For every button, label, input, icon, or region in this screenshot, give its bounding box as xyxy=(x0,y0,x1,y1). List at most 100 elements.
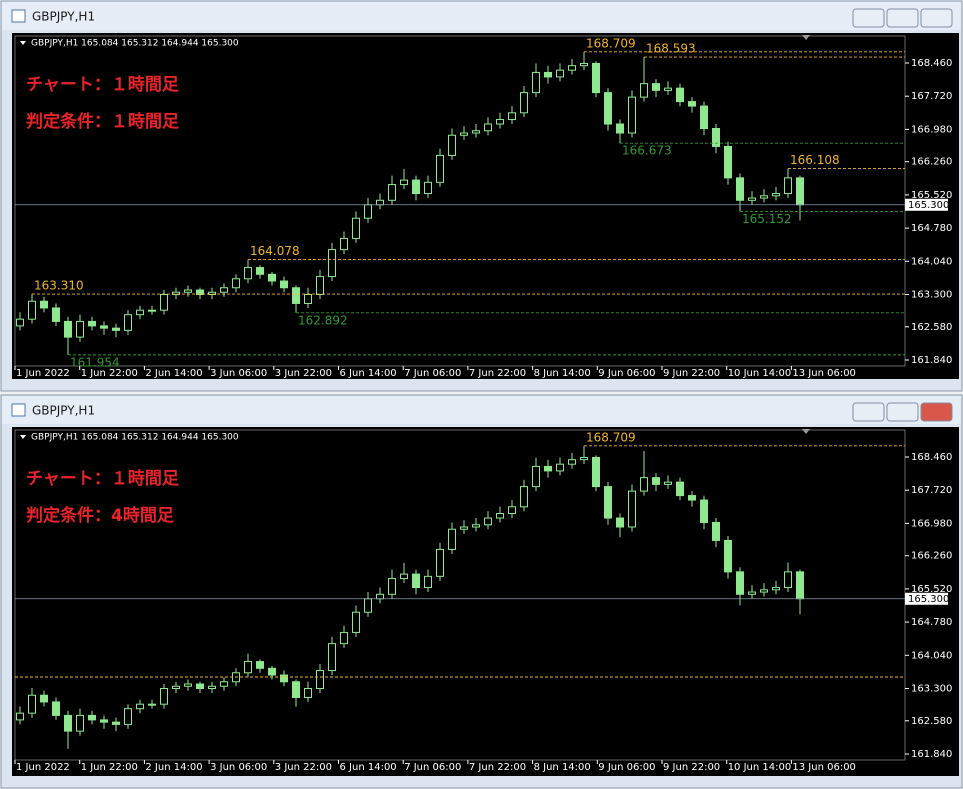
level-label: 164.078 xyxy=(250,244,300,258)
candle-body xyxy=(160,687,168,705)
y-tick-label: 162.580 xyxy=(911,716,952,727)
level-label: 166.673 xyxy=(622,144,672,158)
candle-body xyxy=(184,289,192,293)
candle-body xyxy=(148,703,156,706)
level-label: 161.954 xyxy=(70,355,120,369)
candle-body xyxy=(52,701,60,716)
candle-body xyxy=(664,87,672,91)
candle-body xyxy=(424,181,432,195)
candle-body xyxy=(292,287,300,304)
candle-body xyxy=(352,217,360,239)
note: 判定条件：4時間足 xyxy=(26,505,174,526)
candle-body xyxy=(652,477,660,485)
candle-body xyxy=(460,132,468,136)
candle-body xyxy=(520,92,528,114)
y-tick-label: 164.780 xyxy=(911,223,952,234)
candle-body xyxy=(100,719,108,723)
candle-body xyxy=(568,459,576,465)
candle-body xyxy=(760,195,768,199)
candle-body xyxy=(520,486,528,508)
candle-body xyxy=(316,670,324,689)
y-tick-label: 165.520 xyxy=(911,190,952,201)
candle-body xyxy=(388,578,396,595)
candle-body xyxy=(496,119,504,125)
chart-area xyxy=(12,427,959,776)
candle-body xyxy=(40,300,48,309)
candle-body xyxy=(40,694,48,703)
candle-body xyxy=(316,276,324,295)
chart-area xyxy=(12,33,959,379)
candle-body xyxy=(436,154,444,183)
candle-body xyxy=(64,320,72,338)
candle-body xyxy=(700,499,708,524)
x-tick-label: 3 Jun 22:00 xyxy=(275,762,332,773)
candle-body xyxy=(280,674,288,683)
candle-body xyxy=(544,465,552,472)
candle-body xyxy=(592,456,600,488)
candle-body xyxy=(796,177,804,206)
candle-body xyxy=(424,575,432,589)
x-tick-label: 6 Jun 14:00 xyxy=(340,368,397,379)
candle-body xyxy=(244,661,252,674)
y-tick-label: 164.040 xyxy=(911,650,952,661)
candle-body xyxy=(556,463,564,472)
candle-body xyxy=(160,293,168,311)
window-title: GBPJPY,H1 xyxy=(32,404,95,418)
minimize-button[interactable] xyxy=(852,8,885,28)
x-tick-label: 7 Jun 06:00 xyxy=(404,762,461,773)
candle-body xyxy=(640,83,648,98)
level-label: 165.152 xyxy=(742,212,792,226)
close-button[interactable] xyxy=(920,402,953,422)
candle-body xyxy=(412,573,420,589)
title-bar xyxy=(2,396,961,424)
candle-body xyxy=(472,524,480,528)
candle-body xyxy=(604,486,612,519)
close-button[interactable] xyxy=(920,8,953,28)
candle-body xyxy=(556,69,564,78)
candle-body xyxy=(784,571,792,589)
candle-body xyxy=(676,87,684,103)
level-label: 163.310 xyxy=(34,279,84,293)
x-tick-label: 7 Jun 22:00 xyxy=(469,762,526,773)
candle-body xyxy=(688,101,696,107)
candle-body xyxy=(28,300,36,320)
candle-body xyxy=(748,591,756,595)
restore-button[interactable] xyxy=(886,402,919,422)
restore-button[interactable] xyxy=(886,8,919,28)
candle-body xyxy=(628,96,636,134)
x-tick-label: 9 Jun 22:00 xyxy=(663,762,720,773)
candle-body xyxy=(580,456,588,461)
candle-body xyxy=(64,714,72,732)
y-tick-label: 166.260 xyxy=(911,157,952,168)
candle-body xyxy=(364,598,372,613)
candle-body xyxy=(796,571,804,600)
price-box xyxy=(905,592,948,605)
candle-body xyxy=(544,71,552,78)
y-tick-label: 168.460 xyxy=(911,58,952,69)
candle-body xyxy=(604,92,612,125)
minimize-button[interactable] xyxy=(852,402,885,422)
candle-body xyxy=(448,134,456,156)
candle-body xyxy=(292,681,300,698)
candle-body xyxy=(640,477,648,492)
candle-body xyxy=(136,309,144,316)
x-tick-label: 7 Jun 06:00 xyxy=(404,368,461,379)
note: 判定条件：１時間足 xyxy=(26,111,179,132)
chart-info: GBPJPY,H1 165.084 165.312 164.944 165.30… xyxy=(31,433,239,443)
candle-body xyxy=(580,62,588,67)
candle-body xyxy=(376,199,384,206)
candle-body xyxy=(112,327,120,331)
shift-marker xyxy=(802,35,810,40)
level-label: 166.108 xyxy=(790,153,840,167)
candle-body xyxy=(340,631,348,645)
price-label: 165.300 xyxy=(908,200,949,211)
candle-body xyxy=(688,495,696,501)
y-tick-label: 167.720 xyxy=(911,485,952,496)
x-tick-label: 8 Jun 14:00 xyxy=(534,368,591,379)
candle-body xyxy=(532,465,540,488)
x-tick-label: 1 Jun 2022 xyxy=(16,762,70,773)
candle-body xyxy=(376,593,384,600)
info-arrow xyxy=(20,41,26,45)
x-tick-label: 10 Jun 14:00 xyxy=(728,762,792,773)
candle-body xyxy=(328,643,336,672)
